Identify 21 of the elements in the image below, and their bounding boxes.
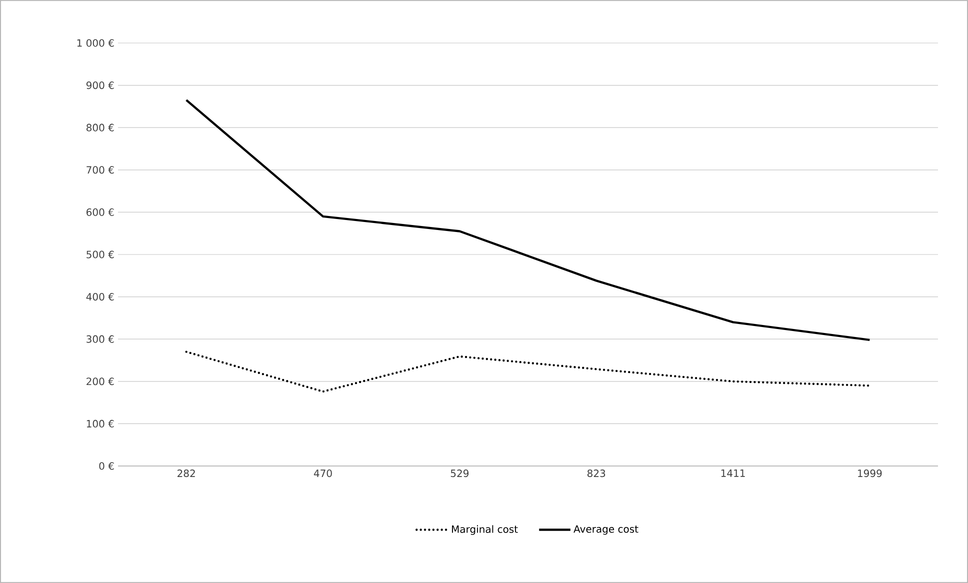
y-tick-label: 700 € bbox=[86, 166, 114, 174]
x-tick-label: 282 bbox=[178, 470, 195, 478]
x-tick-label: 823 bbox=[587, 470, 606, 478]
y-tick-label: 1 000 € bbox=[77, 39, 114, 47]
x-tick-label: 1999 bbox=[858, 470, 882, 478]
line-series bbox=[185, 350, 871, 393]
y-tick-label: 300 € bbox=[86, 335, 114, 343]
legend-label: Average cost bbox=[574, 525, 638, 535]
y-tick-label: 800 € bbox=[86, 124, 114, 132]
y-tick-label: 900 € bbox=[86, 82, 114, 90]
x-tick-label: 1411 bbox=[721, 470, 745, 477]
x-tick-label: 470 bbox=[314, 470, 332, 478]
legend-label: Marginal cost bbox=[452, 525, 518, 535]
y-tick-label: 0 € bbox=[99, 462, 114, 470]
y-tick-label: 600 € bbox=[86, 208, 114, 216]
line-series bbox=[185, 98, 871, 342]
y-tick-label: 500 € bbox=[86, 250, 114, 258]
y-tick-label: 400 € bbox=[86, 293, 114, 301]
y-tick-label: 100 € bbox=[86, 420, 114, 428]
x-tick-label: 529 bbox=[450, 470, 469, 478]
y-tick-label: 200 € bbox=[86, 378, 114, 386]
